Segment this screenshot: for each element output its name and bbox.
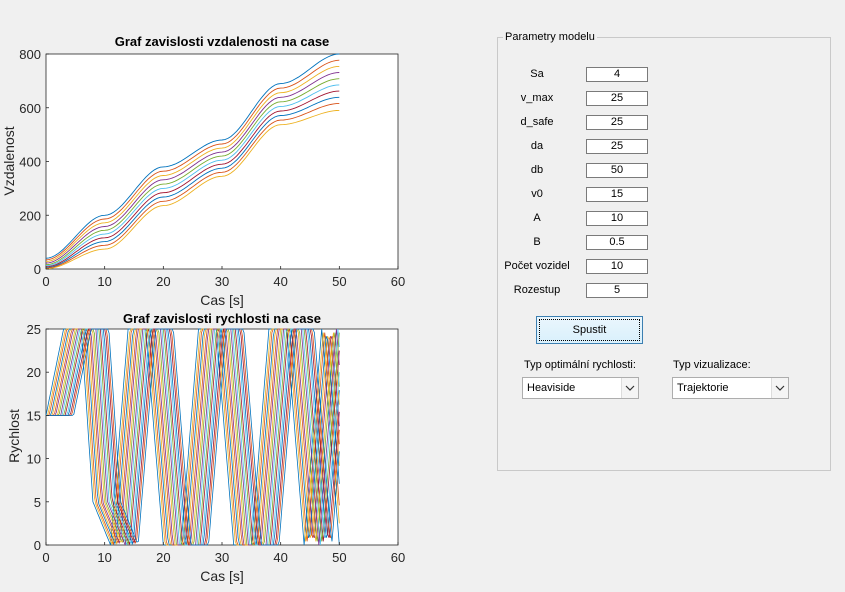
param-input[interactable]: 10 (586, 211, 648, 226)
x-tick-label: 40 (273, 550, 287, 565)
distance-series-line (45, 96, 340, 269)
speed-plot-ylabel: Rychlost (6, 409, 22, 463)
distance-series-line (45, 78, 340, 266)
param-label: v_max (520, 92, 554, 104)
chevron-down-icon[interactable] (771, 378, 788, 398)
param-input[interactable]: 0.5 (586, 235, 648, 250)
speed-plot-xlabel: Cas [s] (200, 568, 244, 584)
speed-type-dropdown[interactable]: Heaviside (522, 377, 639, 399)
distance-plot-area (45, 53, 399, 270)
y-tick-label: 0 (34, 538, 41, 553)
x-tick-label: 10 (97, 274, 111, 289)
x-tick-label: 50 (332, 550, 346, 565)
speed-plot: 0 10 20 30 40 50 60 0 5 10 15 20 25 Graf zavislosti … (6, 311, 405, 584)
param-label: Rozestup (513, 284, 561, 296)
x-tick-label: 0 (42, 550, 49, 565)
y-tick-label: 200 (19, 208, 41, 223)
x-tick-label: 10 (97, 550, 111, 565)
distance-series-line (45, 84, 340, 267)
speed-plot-title: Graf zavislosti rychlosti na case (123, 311, 321, 326)
distance-series-line (45, 102, 340, 269)
visualization-type-value: Trajektorie (677, 382, 729, 394)
speed-type-label: Typ optimální rychlosti: (524, 359, 636, 371)
x-tick-label: 30 (215, 550, 229, 565)
x-tick-label: 20 (156, 274, 170, 289)
param-label: da (530, 140, 544, 152)
y-tick-label: 0 (34, 262, 41, 277)
distance-series-line (45, 53, 340, 259)
visualization-type-label: Typ vizualizace: (673, 359, 751, 371)
param-input[interactable]: 25 (586, 139, 648, 154)
distance-plot-title: Graf zavislosti vzdalenosti na case (115, 34, 330, 49)
distance-series-line (45, 72, 340, 264)
speed-series-line (46, 328, 340, 546)
x-tick-label: 20 (156, 550, 170, 565)
run-button-label: Spustit (572, 324, 607, 336)
speed-type-value: Heaviside (527, 382, 576, 394)
x-tick-label: 50 (332, 274, 346, 289)
param-label: db (530, 164, 544, 176)
y-tick-label: 15 (27, 408, 41, 423)
distance-series-line (45, 65, 340, 262)
distance-series-line (45, 59, 340, 261)
y-tick-label: 25 (27, 322, 41, 337)
param-input[interactable]: 10 (586, 259, 648, 274)
y-tick-label: 20 (27, 365, 41, 380)
param-input[interactable]: 15 (586, 187, 648, 202)
x-tick-label: 40 (273, 274, 287, 289)
param-label: v0 (531, 188, 543, 200)
param-label: A (533, 212, 541, 224)
param-input[interactable]: 25 (586, 115, 648, 130)
chevron-down-icon[interactable] (621, 378, 638, 398)
param-input[interactable]: 50 (586, 163, 648, 178)
distance-plot-xlabel: Cas [s] (200, 292, 244, 308)
parameters-panel-title: Parametry modelu (503, 31, 597, 43)
parameters-panel (497, 37, 831, 471)
param-label: Sa (530, 68, 544, 80)
distance-series-line (45, 109, 340, 270)
param-label: B (533, 236, 541, 248)
y-tick-label: 800 (19, 47, 41, 62)
y-tick-label: 5 (34, 495, 41, 510)
param-input[interactable]: 25 (586, 91, 648, 106)
y-tick-label: 600 (19, 101, 41, 116)
x-tick-label: 60 (391, 274, 405, 289)
param-input[interactable]: 4 (586, 67, 648, 82)
run-button[interactable]: Spustit (536, 316, 643, 344)
x-tick-label: 60 (391, 550, 405, 565)
run-button-focus-ring (539, 319, 640, 341)
distance-plot-ylabel: Vzdalenost (1, 126, 17, 195)
y-tick-label: 400 (19, 155, 41, 170)
param-input[interactable]: 5 (586, 283, 648, 298)
x-tick-label: 0 (42, 274, 49, 289)
param-label: Počet vozidel (504, 260, 570, 272)
distance-series-line (45, 90, 340, 268)
y-tick-label: 10 (27, 452, 41, 467)
speed-series-line (46, 328, 340, 546)
param-label: d_safe (520, 116, 554, 128)
visualization-type-dropdown[interactable]: Trajektorie (672, 377, 789, 399)
x-tick-label: 30 (215, 274, 229, 289)
